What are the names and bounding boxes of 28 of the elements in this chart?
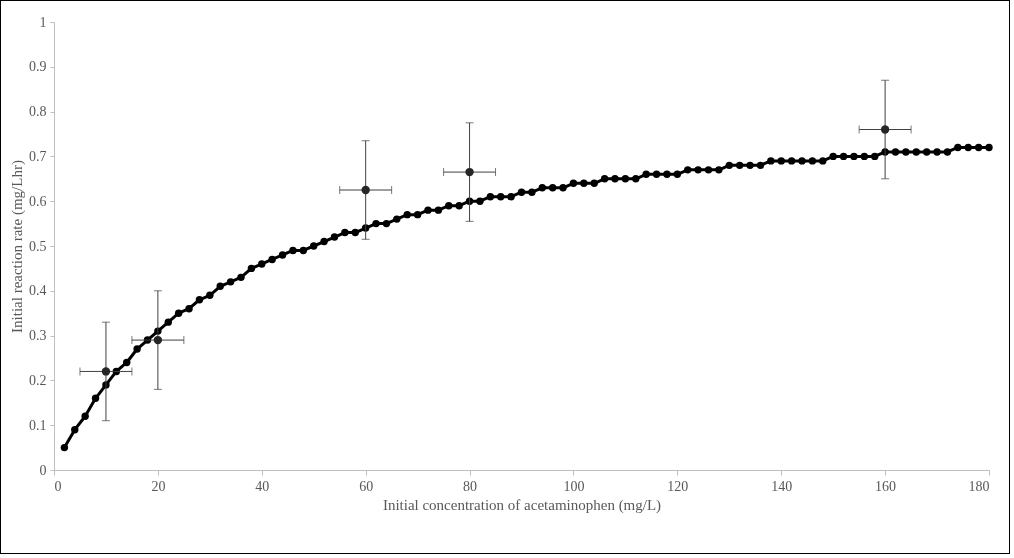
x-tick-label: 120 [667, 478, 689, 494]
x-tick-label: 80 [463, 478, 478, 494]
x-tick-label: 100 [563, 478, 585, 494]
y-tick-label: 0.1 [29, 417, 47, 433]
point [465, 167, 474, 177]
point [101, 367, 111, 376]
point [153, 335, 163, 345]
x-tick-label: 20 [151, 478, 166, 494]
x-tick-label: 40 [255, 478, 270, 494]
y-tick-label: 0.5 [29, 238, 47, 254]
y-tick-label: 0.8 [29, 104, 47, 120]
y-tick-label: 0.7 [29, 148, 47, 164]
y-tick-label: 0.4 [29, 283, 47, 299]
point [361, 185, 370, 195]
y-axis-title: Initial reaction rate (mg/Lhr) [9, 160, 26, 333]
y-tick-label: 0.6 [29, 193, 47, 209]
x-tick-label: 140 [771, 478, 793, 494]
point [880, 125, 890, 134]
y-tick-label: 1 [39, 14, 47, 30]
y-tick-label: 0.2 [29, 372, 47, 388]
y-tick-label: 0.9 [29, 59, 47, 75]
y-tick-label: 0 [39, 462, 47, 478]
y-tick-label: 0.3 [29, 328, 47, 344]
x-tick-label: 0 [54, 478, 62, 494]
x-tick-label: 60 [359, 478, 374, 494]
x-tick-label: 180 [968, 478, 990, 494]
x-axis-title: Initial concentration of acetaminophen (mg/L) [382, 496, 662, 514]
x-tick-label: 160 [875, 478, 897, 494]
